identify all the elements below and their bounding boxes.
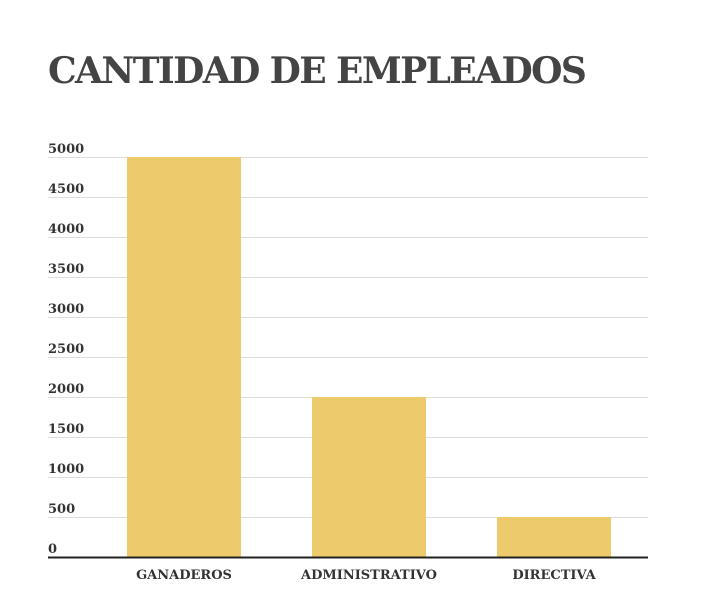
y-tick-label: 2000 xyxy=(48,382,84,397)
y-tick-label: 1500 xyxy=(48,422,84,437)
bar-ganaderos xyxy=(127,157,241,557)
y-tick-label: 3000 xyxy=(48,302,84,317)
bars xyxy=(127,157,611,557)
y-tick-label: 5000 xyxy=(48,142,84,157)
y-tick-label: 500 xyxy=(48,502,75,517)
category-label: GANADEROS xyxy=(136,568,232,583)
y-tick-label: 2500 xyxy=(48,342,84,357)
y-tick-label: 0 xyxy=(48,542,57,557)
y-tick-label: 4000 xyxy=(48,222,84,237)
category-label: DIRECTIVA xyxy=(512,568,596,583)
chart-title: CANTIDAD DE EMPLEADOS xyxy=(48,50,587,92)
y-tick-label: 3500 xyxy=(48,262,84,277)
bar-administrativo xyxy=(312,397,426,557)
y-tick-label: 4500 xyxy=(48,182,84,197)
y-tick-label: 1000 xyxy=(48,462,84,477)
bar-directiva xyxy=(497,517,611,557)
category-labels: GANADEROS ADMINISTRATIVO DIRECTIVA xyxy=(136,568,597,583)
y-tick-labels: 0 500 1000 1500 2000 2500 3000 3500 4000 4500 5000 xyxy=(48,142,84,557)
category-label: ADMINISTRATIVO xyxy=(300,568,437,583)
